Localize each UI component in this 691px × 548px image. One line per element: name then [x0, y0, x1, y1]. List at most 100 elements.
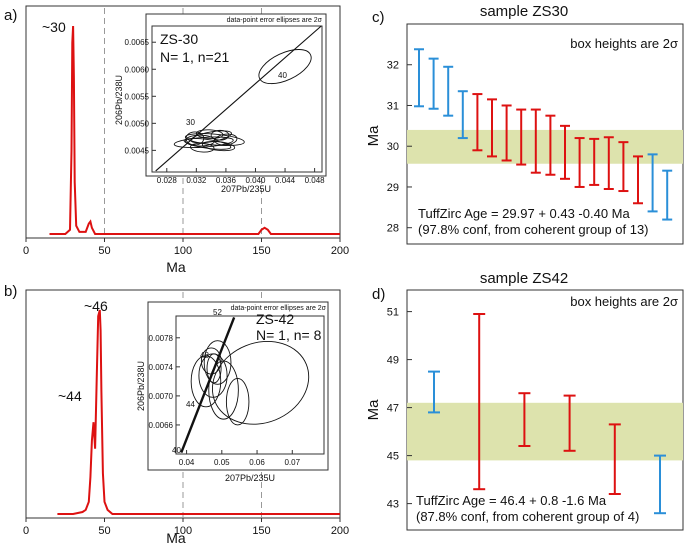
inset-a-plot-area [151, 25, 323, 173]
inset-a-y-tick-label: 0.0045 [125, 146, 150, 155]
panel-d-y-ticks: 43 45 47 49 51 [387, 307, 412, 511]
panel-label-d: d) [372, 286, 385, 303]
panel-label-c: c) [372, 9, 385, 26]
panel-d-y-tick-label: 47 [387, 403, 399, 415]
panel-d-weighted-ages: sample ZS42 43 45 47 49 51 Ma box heights ar… [365, 270, 684, 531]
panel-d-error-bar [608, 423, 621, 495]
panel-c-bars [414, 48, 673, 221]
panel-b-x-label: Ma [166, 530, 186, 546]
panel-c-error-bar [633, 155, 643, 205]
inset-b-error-ellipse [225, 378, 250, 426]
panel-c-error-bar [487, 98, 497, 158]
inset-b-y-tick-label: 0.0066 [149, 421, 174, 430]
panel-c-error-bar [516, 108, 527, 166]
inset-b-title: ZS-42 [256, 311, 294, 327]
panel-a-x-tick-label: 150 [252, 245, 270, 257]
panel-d-error-bar [563, 394, 576, 452]
panel-a-density-curve [49, 25, 340, 235]
panel-a-peak-label: ~30 [42, 19, 66, 35]
panel-c-age-band [407, 129, 683, 164]
panel-b-x-tick-label: 0 [23, 525, 29, 537]
inset-a-x-label: 207Pb/235U [221, 184, 271, 194]
inset-b-error-ellipse [208, 360, 239, 420]
inset-a-concordia-label-30: 30 [186, 118, 195, 127]
panel-b-x-ticks: 0 50 100 150 200 [23, 518, 349, 537]
inset-b-concordia-label-52: 52 [213, 308, 222, 317]
inset-b-concordia-label-48: 48 [200, 351, 209, 360]
panel-a-x-tick-label: 50 [98, 245, 110, 257]
inset-b-concordia-label-40: 40 [172, 446, 181, 455]
inset-a-error-ellipse [184, 133, 245, 146]
panel-c-error-bar [545, 114, 556, 176]
panel-d-bars [428, 313, 666, 515]
inset-b-x-tick-label: 0.04 [179, 458, 195, 467]
panel-c-error-bar [414, 48, 424, 108]
panel-c-error-bar [560, 124, 570, 180]
inset-a-error-ellipse [201, 140, 236, 152]
panel-d-error-bar [518, 392, 531, 447]
panel-d-box-note: box heights are 2σ [570, 294, 678, 309]
panel-c-y-tick-label: 32 [387, 60, 399, 72]
panel-d-error-bar [473, 313, 486, 491]
panel-d-caption-line2: (87.8% conf, from coherent group of 4) [416, 509, 639, 524]
panel-b-peak-label-44: ~44 [58, 388, 82, 404]
inset-a-concordia-label-40: 40 [278, 71, 287, 80]
inset-b-plot-area [175, 315, 325, 455]
panel-a-x-tick-label: 0 [23, 245, 29, 257]
panel-c-error-bar [457, 90, 468, 140]
panel-b-x-tick-label: 100 [174, 525, 192, 537]
inset-a-error-ellipse [210, 129, 230, 141]
inset-b-y-tick-label: 0.0070 [149, 392, 174, 401]
panel-d-age-band [407, 402, 683, 461]
panel-c-y-tick-label: 31 [387, 100, 399, 112]
panel-d-y-tick-label: 49 [387, 355, 399, 367]
panel-a-x-tick-label: 100 [174, 245, 192, 257]
inset-b-y-tick-label: 0.0078 [149, 334, 174, 343]
inset-a-note: data-point error ellipses are 2σ [227, 17, 323, 24]
inset-a-title: ZS-30 [160, 31, 198, 47]
inset-a-error-ellipse [185, 131, 205, 146]
panel-c-error-bar [501, 104, 512, 162]
panel-c-error-bar [443, 65, 454, 117]
panel-d-y-tick-label: 45 [387, 451, 399, 463]
panel-b-x-tick-label: 200 [331, 525, 349, 537]
inset-b-marks: 0.04 0.05 0.06 0.07 0.0066 0.0070 0.0074 0.0078 [149, 317, 310, 467]
panel-b-peak-label-46: ~46 [84, 298, 108, 314]
panel-b-x-tick-label: 50 [98, 525, 110, 537]
panel-c-error-bar [647, 153, 658, 213]
panel-c-weighted-ages: sample ZS30 28 29 30 31 32 Ma box heights ar… [365, 3, 684, 245]
panel-c-error-bar [530, 108, 541, 174]
inset-a-y-tick-label: 0.0065 [125, 38, 150, 47]
panel-label-a: a) [4, 7, 17, 24]
inset-b-concordia: data-point error ellipses are 2σ ZS-42 N… [136, 301, 329, 483]
inset-b-error-ellipse [203, 340, 232, 385]
panel-d-y-label: Ma [365, 399, 382, 420]
inset-a-error-ellipse [190, 142, 215, 153]
inset-a-x-tick-label: 0.032 [186, 176, 207, 185]
panel-d-y-tick-label: 51 [387, 307, 399, 319]
panel-a-x-tick-label: 200 [331, 245, 349, 257]
inset-b-error-ellipse [190, 355, 222, 408]
inset-a-stats: N= 1, n=21 [160, 49, 229, 65]
inset-b-concordia-label-44: 44 [186, 400, 195, 409]
inset-a-y-tick-label: 0.0060 [125, 65, 150, 74]
panel-c-error-bar [428, 57, 439, 110]
inset-a-x-tick-label: 0.036 [216, 176, 237, 185]
panel-c-y-label: Ma [365, 125, 382, 146]
inset-a-error-ellipse [258, 49, 312, 85]
panel-d-title: sample ZS42 [480, 270, 568, 287]
inset-b-y-tick-label: 0.0074 [149, 363, 174, 372]
inset-b-note: data-point error ellipses are 2σ [231, 305, 327, 312]
panel-c-caption-line1: TuffZirc Age = 29.97 + 0.43 -0.40 Ma [418, 206, 631, 221]
panel-c-error-bar [589, 137, 600, 186]
panel-b-x-tick-label: 150 [252, 525, 270, 537]
panel-d-error-bar [654, 454, 666, 515]
inset-a-x-tick-label: 0.040 [245, 176, 266, 185]
inset-a-y-label: 206Pb/238U [114, 75, 124, 125]
inset-b-error-ellipse [206, 353, 222, 384]
panel-c-box-note: box heights are 2σ [570, 36, 678, 51]
panel-b-age-spectrum: 0 50 100 150 200 Ma ~46 ~44 [23, 289, 349, 546]
inset-a-panel [145, 13, 327, 177]
panel-c-error-bar [603, 136, 614, 190]
